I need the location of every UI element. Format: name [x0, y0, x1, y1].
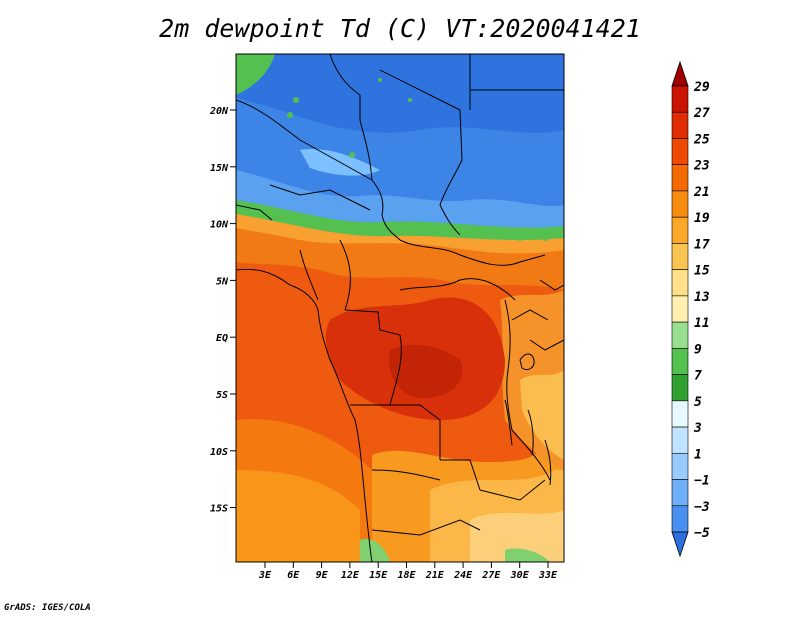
- lon-label: 15E: [369, 570, 388, 581]
- latitude-axis: 20N 15N 10N 5N EQ 5S 10S 15S: [209, 106, 236, 515]
- colorbar-label: 23: [693, 159, 710, 174]
- colorbar-label: 11: [694, 316, 710, 331]
- colorbar-label: 29: [693, 80, 710, 95]
- colorbar-label: 27: [693, 106, 710, 121]
- lon-label: 12E: [341, 570, 360, 581]
- field-sw-lightorange: [236, 470, 360, 562]
- lat-label: 15N: [210, 163, 229, 174]
- colorbar-segment: [671, 479, 689, 507]
- field-s-lightyellow: [470, 510, 564, 562]
- field-sahara-darkblue: [236, 54, 564, 133]
- field-sahara-lightblue: [236, 170, 564, 228]
- colorbar-segment: [671, 111, 689, 139]
- lat-label: EQ: [216, 333, 228, 344]
- colorbar-segment: [671, 426, 689, 454]
- dewpoint-field: [236, 54, 564, 562]
- map-frame: [235, 53, 565, 563]
- colorbar-label: 3: [693, 421, 702, 436]
- colorbar-segment: [671, 190, 689, 218]
- field-se-green: [505, 548, 550, 562]
- sahara-patches: [287, 78, 548, 241]
- colorbar-label: 9: [694, 342, 702, 357]
- colorbar-top-arrow: [671, 60, 689, 87]
- field-nw-green: [236, 54, 275, 95]
- lon-label: 30E: [510, 570, 530, 581]
- field-s-green: [360, 538, 390, 562]
- lakes: [504, 353, 552, 486]
- colorbar-segment: [671, 452, 689, 480]
- colorbar-segment: [671, 295, 689, 323]
- country-borders: [236, 54, 564, 562]
- field-congo-darkred: [389, 344, 463, 399]
- lon-label: 27E: [481, 570, 501, 581]
- colorbar-segment: [671, 243, 689, 270]
- longitude-axis: 3E 6E 9E 12E 15E 18E 21E 24E 27E 30E 33E: [258, 562, 558, 581]
- colorbar-label: 17: [694, 237, 710, 252]
- grads-credit: GrADS: IGES/COLA: [4, 603, 91, 613]
- colorbar-segment: [671, 164, 689, 192]
- colorbar-label: 21: [693, 185, 710, 200]
- field-e-yellow: [520, 370, 564, 460]
- colorbar-segment: [671, 400, 689, 428]
- colorbar-label: −5: [694, 526, 710, 541]
- lon-label: 6E: [287, 570, 300, 581]
- chart-title: 2m dewpoint Td (C) VT:2020041421: [159, 14, 641, 43]
- colorbar-segment: [671, 216, 689, 244]
- lon-label: 3E: [258, 570, 272, 581]
- colorbar-label: 7: [694, 369, 702, 384]
- colorbar-segment: [671, 348, 689, 375]
- colorbar-label: 13: [694, 290, 710, 305]
- colorbar-segment: [671, 374, 689, 402]
- colorbar-segment: [671, 269, 689, 297]
- colorbar-segment: [671, 85, 689, 113]
- colorbar-label: −1: [694, 474, 710, 489]
- lat-label: 10S: [210, 447, 228, 458]
- colorbar-label: 25: [693, 132, 710, 147]
- lon-label: 9E: [316, 570, 329, 581]
- colorbar-label: 5: [694, 395, 702, 410]
- colorbar-label: 1: [694, 447, 702, 462]
- lon-label: 24E: [453, 570, 473, 581]
- colorbar-bottom-arrow: [671, 531, 689, 558]
- lat-label: 10N: [210, 220, 229, 231]
- lon-label: 21E: [425, 570, 445, 581]
- colorbar-segment: [671, 321, 689, 349]
- colorbar-segment: [671, 505, 689, 533]
- lon-label: 33E: [538, 570, 558, 581]
- colorbar-label: 19: [694, 211, 710, 226]
- colorbar-label: −3: [694, 500, 710, 515]
- lat-label: 5N: [216, 276, 229, 287]
- colorbar: 29 27 25 23 21 19 17 15 13 11 9 7 5 3 1 −1 −3 −5: [671, 60, 710, 558]
- lat-label: 15S: [210, 504, 228, 515]
- lon-label: 18E: [397, 570, 416, 581]
- lat-label: 20N: [209, 106, 229, 117]
- colorbar-label: 15: [694, 264, 710, 279]
- colorbar-segment: [671, 138, 689, 166]
- lat-label: 5S: [216, 390, 228, 401]
